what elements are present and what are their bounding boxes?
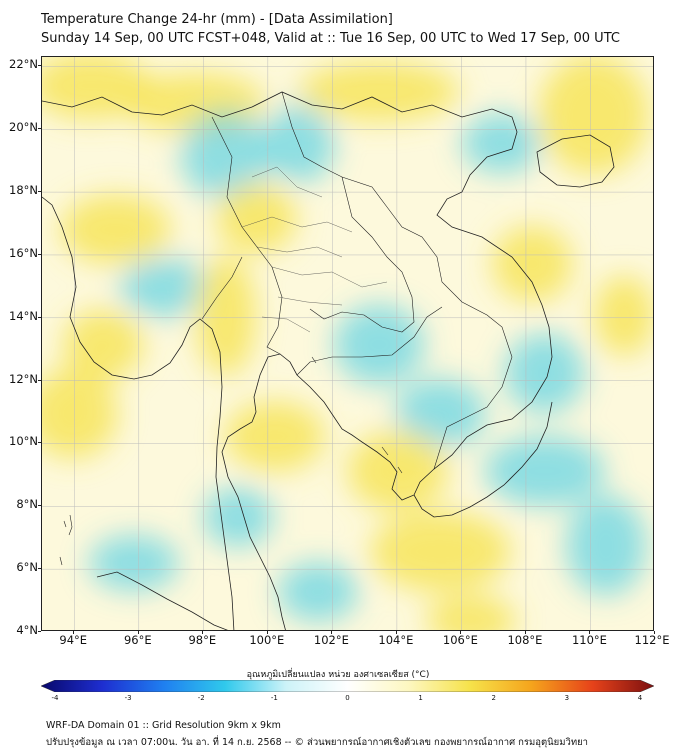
andaman-islands xyxy=(59,514,73,566)
warm-anomaly-area xyxy=(60,194,171,265)
longitude-tick-mark xyxy=(460,631,462,634)
cool-anomaly-area xyxy=(264,103,335,184)
latitude-tick-label: 14°N xyxy=(9,308,38,323)
cool-anomaly-area xyxy=(484,436,605,506)
colorbar-tick-label: 3 xyxy=(564,694,570,702)
colorbar xyxy=(41,680,654,692)
latitude-tick-label: 18°N xyxy=(9,183,38,198)
country-borders xyxy=(201,91,513,470)
cool-anomaly-area xyxy=(277,561,358,622)
cool-anomaly-area xyxy=(203,487,274,547)
longitude-tick-label: 104°E xyxy=(378,633,414,647)
footer-update-info: ปรับปรุงข้อมูล ณ เวลา 07:00น. วัน อา. ที… xyxy=(46,737,588,748)
longitude-tick-label: 94°E xyxy=(59,633,88,647)
colorbar-tick-label: -1 xyxy=(270,694,278,702)
myanmar-coastline xyxy=(42,196,235,630)
longitude-tick-mark xyxy=(524,631,526,634)
colorbar-scale xyxy=(41,680,654,692)
latitude-tick-label: 16°N xyxy=(9,245,38,260)
warm-anomaly-area xyxy=(216,183,297,253)
latitude-tick-mark xyxy=(38,379,41,381)
cool-anomaly-area xyxy=(119,257,210,317)
footer-model-info: WRF-DA Domain 01 :: Grid Resolution 9km … xyxy=(46,720,281,731)
warm-anomaly-area xyxy=(224,401,325,472)
cool-anomaly-area xyxy=(504,333,585,414)
cool-anomaly-area xyxy=(395,378,486,449)
latitude-tick-label: 10°N xyxy=(9,434,38,449)
colorbar-tick-label: 4 xyxy=(637,694,643,702)
colorbar-tick-label: 0 xyxy=(345,694,350,702)
cool-anomaly-area xyxy=(565,495,646,596)
colorbar-tick-label: 1 xyxy=(418,694,423,702)
map-subtitle: Sunday 14 Sep, 00 UTC FCST+048, Valid at… xyxy=(41,31,620,46)
latitude-tick-label: 8°N xyxy=(16,497,38,512)
longitude-tick-label: 102°E xyxy=(313,633,349,647)
warm-anomaly-area xyxy=(42,57,152,120)
colorbar-tick-label: -2 xyxy=(197,694,205,702)
warm-anomaly-area xyxy=(370,511,511,592)
longitude-tick-label: 106°E xyxy=(442,633,478,647)
latitude-tick-mark xyxy=(38,128,41,130)
map-panel[interactable] xyxy=(41,56,654,631)
latitude-tick-mark xyxy=(38,505,41,507)
longitude-tick-label: 110°E xyxy=(571,633,607,647)
latitude-tick-label: 20°N xyxy=(9,120,38,135)
colorbar-tick-label: -3 xyxy=(124,694,132,702)
warm-anomaly-area xyxy=(195,255,256,376)
longitude-tick-mark xyxy=(202,631,204,634)
warm-anomaly-area xyxy=(538,57,649,175)
longitude-tick-mark xyxy=(137,631,139,634)
warm-anomaly-area xyxy=(347,431,448,511)
longitude-tick-mark xyxy=(654,631,655,634)
mekong-delta-coastline xyxy=(413,401,553,518)
warm-anomaly-area xyxy=(594,275,653,356)
longitude-tick-mark xyxy=(73,631,75,634)
colorbar-tick-label: 2 xyxy=(491,694,496,702)
longitude-tick-label: 98°E xyxy=(188,633,217,647)
warm-anomaly-area xyxy=(63,309,144,380)
colorbar-tick-label: -4 xyxy=(51,694,59,702)
latitude-tick-label: 22°N xyxy=(9,57,38,72)
cool-anomaly-area xyxy=(334,304,425,385)
latitude-tick-mark xyxy=(38,316,41,318)
temperature-field xyxy=(42,57,653,630)
longitude-tick-mark xyxy=(589,631,591,634)
latitude-tick-mark xyxy=(38,65,41,67)
temperature-change-map xyxy=(42,57,653,630)
graticule xyxy=(42,57,653,630)
sumatra-coastline xyxy=(96,571,228,630)
longitude-tick-label: 96°E xyxy=(123,633,152,647)
coastlines-borders xyxy=(42,91,615,630)
colorbar-label: อุณหภูมิเปลี่ยนแปลง หน่วย องศาเซลเซียส (… xyxy=(246,670,430,680)
longitude-tick-mark xyxy=(266,631,268,634)
latitude-tick-label: 12°N xyxy=(9,371,38,386)
latitude-tick-mark xyxy=(38,631,41,632)
gulf-islands xyxy=(311,356,403,474)
longitude-tick-mark xyxy=(331,631,333,634)
longitude-tick-label: 112°E xyxy=(634,633,670,647)
latitude-tick-label: 6°N xyxy=(16,560,38,575)
mainland-coastline xyxy=(42,91,553,630)
warm-anomaly-area xyxy=(299,61,460,122)
province-borders xyxy=(241,166,388,333)
latitude-tick-mark xyxy=(38,442,41,444)
longitude-tick-label: 108°E xyxy=(507,633,543,647)
warm-anomaly-area xyxy=(42,368,118,459)
longitude-tick-label: 100°E xyxy=(249,633,285,647)
warm-anomaly-area xyxy=(426,595,517,630)
warm-anomaly-area xyxy=(492,226,573,302)
latitude-tick-mark xyxy=(38,253,41,255)
cool-anomaly-area xyxy=(88,535,179,591)
cool-anomaly-area xyxy=(461,113,542,174)
latitude-tick-mark xyxy=(38,568,41,570)
hainan-island xyxy=(536,134,615,188)
latitude-tick-mark xyxy=(38,191,41,193)
latitude-tick-label: 4°N xyxy=(16,623,38,637)
longitude-tick-mark xyxy=(395,631,397,634)
map-title: Temperature Change 24-hr (mm) - [Data As… xyxy=(41,12,393,27)
